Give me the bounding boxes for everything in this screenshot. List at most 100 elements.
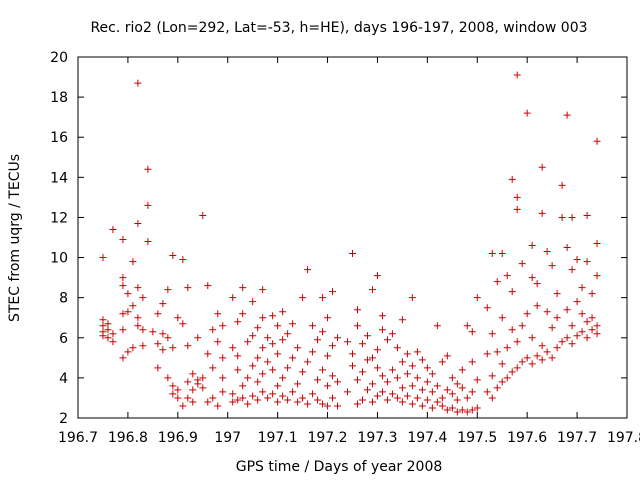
data-point bbox=[393, 374, 401, 382]
data-point bbox=[159, 346, 167, 354]
x-tick-label: 197.4 bbox=[407, 430, 447, 446]
data-point bbox=[164, 334, 172, 342]
data-point bbox=[433, 398, 441, 406]
data-point bbox=[264, 334, 272, 342]
data-point bbox=[403, 350, 411, 358]
data-point bbox=[483, 304, 491, 312]
data-point bbox=[593, 272, 601, 280]
data-point bbox=[583, 258, 591, 266]
y-tick-label: 2 bbox=[59, 411, 68, 427]
data-point bbox=[154, 364, 162, 372]
x-tick-label: 197 bbox=[214, 430, 241, 446]
data-point bbox=[388, 390, 396, 398]
data-point bbox=[473, 294, 481, 302]
data-point bbox=[314, 376, 322, 384]
data-point bbox=[214, 338, 222, 346]
data-point bbox=[139, 326, 147, 334]
data-point bbox=[403, 392, 411, 400]
data-point bbox=[358, 396, 366, 404]
data-point bbox=[249, 332, 257, 340]
data-point bbox=[269, 340, 277, 348]
y-tick-label: 10 bbox=[50, 251, 68, 267]
data-point bbox=[533, 280, 541, 288]
data-point bbox=[463, 394, 471, 402]
data-point bbox=[583, 318, 591, 326]
data-point bbox=[523, 310, 531, 318]
data-point bbox=[398, 316, 406, 324]
data-point bbox=[129, 258, 137, 266]
data-point bbox=[219, 354, 227, 362]
data-point bbox=[134, 314, 142, 322]
data-point bbox=[563, 306, 571, 314]
data-point bbox=[483, 350, 491, 358]
data-point bbox=[538, 342, 546, 350]
data-point bbox=[363, 332, 371, 340]
data-point bbox=[498, 378, 506, 386]
data-point bbox=[264, 394, 272, 402]
y-tick-label: 18 bbox=[50, 90, 68, 106]
y-tick-label: 6 bbox=[59, 331, 68, 347]
data-points bbox=[99, 71, 601, 416]
data-point bbox=[309, 390, 317, 398]
data-point bbox=[413, 348, 421, 356]
data-point bbox=[498, 360, 506, 368]
data-point bbox=[513, 193, 521, 201]
data-point bbox=[493, 384, 501, 392]
data-point bbox=[279, 392, 287, 400]
data-point bbox=[458, 366, 466, 374]
data-point bbox=[324, 352, 332, 360]
data-point bbox=[119, 310, 127, 318]
data-point bbox=[388, 330, 396, 338]
data-point bbox=[388, 366, 396, 374]
x-tick-label: 196.9 bbox=[158, 430, 198, 446]
data-point bbox=[423, 364, 431, 372]
data-point bbox=[373, 364, 381, 372]
data-point bbox=[109, 330, 117, 338]
data-point bbox=[174, 314, 182, 322]
data-point bbox=[229, 390, 237, 398]
data-point bbox=[274, 398, 282, 406]
data-point bbox=[199, 384, 207, 392]
data-point bbox=[538, 209, 546, 217]
data-point bbox=[204, 282, 212, 290]
y-tick-label: 14 bbox=[50, 170, 68, 186]
data-point bbox=[578, 328, 586, 336]
data-point bbox=[548, 262, 556, 270]
data-point bbox=[244, 338, 252, 346]
data-point bbox=[383, 336, 391, 344]
data-point bbox=[149, 328, 157, 336]
data-point bbox=[373, 346, 381, 354]
data-point bbox=[373, 392, 381, 400]
data-point bbox=[104, 320, 112, 328]
data-point bbox=[349, 362, 356, 370]
data-point bbox=[473, 404, 481, 412]
data-point bbox=[344, 388, 352, 396]
data-point bbox=[538, 163, 546, 171]
data-point bbox=[463, 322, 471, 330]
data-point bbox=[159, 300, 167, 308]
data-point bbox=[363, 356, 371, 364]
data-point bbox=[99, 332, 107, 340]
data-point bbox=[184, 378, 192, 386]
data-point bbox=[329, 372, 337, 380]
data-point bbox=[578, 284, 586, 292]
data-point bbox=[244, 374, 252, 382]
data-point bbox=[124, 308, 132, 316]
data-point bbox=[279, 308, 287, 316]
data-point bbox=[418, 356, 426, 364]
data-point bbox=[304, 266, 312, 274]
data-point bbox=[358, 368, 366, 376]
data-point bbox=[438, 394, 446, 402]
data-point bbox=[528, 334, 536, 342]
data-point bbox=[319, 366, 327, 374]
data-point bbox=[129, 344, 137, 352]
data-point bbox=[378, 312, 386, 320]
data-point bbox=[119, 326, 127, 334]
x-axis: 196.7 196.8 196.9 197 197.1 197.2 197.3 197.4 19… bbox=[58, 57, 640, 446]
data-point bbox=[363, 386, 371, 394]
data-point bbox=[518, 322, 526, 330]
data-point bbox=[408, 382, 416, 390]
data-point bbox=[493, 278, 501, 286]
data-point bbox=[428, 370, 436, 378]
data-point bbox=[378, 388, 386, 396]
